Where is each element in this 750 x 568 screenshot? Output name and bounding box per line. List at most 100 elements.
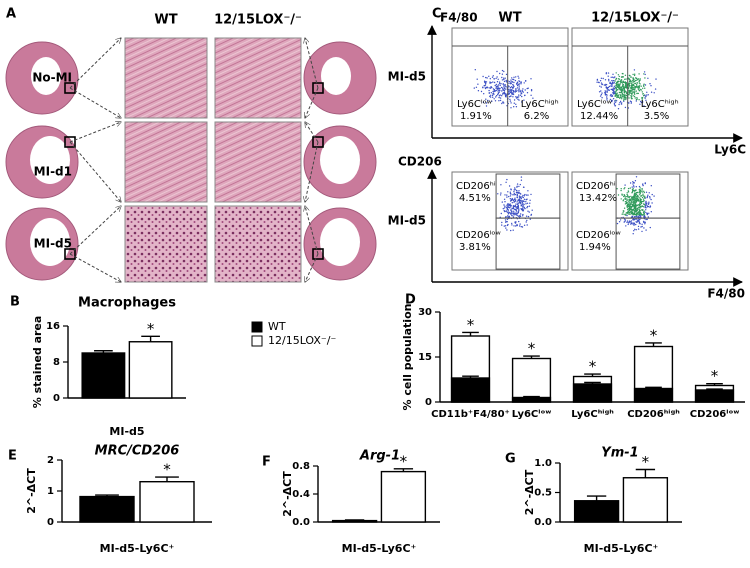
event-dot	[618, 221, 621, 223]
event-dot	[495, 96, 497, 98]
event-dot	[518, 220, 520, 223]
event-dot	[617, 80, 620, 83]
bar	[79, 495, 135, 523]
event-dot	[513, 76, 515, 79]
event-dot	[510, 209, 512, 212]
event-dot	[645, 191, 648, 193]
event-dot	[490, 94, 492, 97]
event-dot	[644, 216, 646, 218]
event-dot	[640, 89, 643, 91]
event-dot	[614, 101, 617, 103]
event-dot	[649, 83, 651, 85]
event-dot	[629, 91, 632, 93]
event-dot	[493, 78, 495, 80]
event-dot	[639, 103, 641, 106]
event-dot	[633, 224, 635, 226]
event-dot	[631, 222, 633, 224]
event-dot	[622, 80, 625, 83]
event-dot	[509, 80, 511, 83]
event-dot	[510, 102, 512, 104]
event-dot	[647, 94, 649, 96]
event-dot	[627, 194, 629, 197]
column-label: WT	[154, 13, 177, 28]
event-dot	[518, 208, 520, 211]
event-dot	[519, 195, 521, 197]
event-dot	[639, 207, 641, 209]
event-dot	[629, 182, 632, 184]
event-dot	[513, 225, 515, 227]
event-dot	[613, 85, 616, 88]
event-dot	[507, 216, 509, 218]
zoom-line	[69, 38, 121, 89]
event-dot	[529, 218, 531, 220]
event-dot	[635, 189, 637, 191]
event-dot	[503, 85, 505, 87]
gate-label: Ly6Cʰⁱᵍʰ	[521, 99, 559, 110]
event-dot	[635, 100, 637, 102]
event-dot	[635, 207, 637, 209]
event-dot	[498, 83, 501, 85]
event-dot	[611, 79, 613, 82]
event-dot	[618, 88, 621, 90]
event-dot	[473, 87, 475, 89]
event-dot	[489, 82, 491, 84]
event-dot	[643, 83, 645, 85]
event-dot	[626, 202, 629, 204]
event-dot	[493, 81, 496, 84]
event-dot	[484, 87, 487, 90]
event-dot	[619, 83, 621, 85]
event-dot	[634, 90, 636, 92]
event-dot	[627, 199, 629, 201]
event-dot	[639, 203, 642, 206]
event-dot	[649, 196, 651, 198]
event-dot	[637, 87, 639, 89]
event-dot	[621, 82, 623, 84]
event-dot	[523, 224, 526, 226]
event-dot	[643, 73, 645, 75]
event-dot	[639, 198, 642, 200]
event-dot	[649, 205, 652, 207]
event-dot	[632, 208, 635, 211]
event-dot	[632, 201, 635, 203]
y-axis-label: 2^-ΔCT	[281, 471, 294, 517]
event-dot	[635, 210, 637, 213]
axis-label: Ly6C	[714, 143, 746, 157]
x-axis-label: MI-d5-Ly6C⁺	[342, 542, 417, 555]
event-dot	[513, 106, 515, 108]
event-dot	[612, 76, 614, 78]
event-dot	[653, 195, 655, 197]
event-dot	[623, 100, 625, 103]
event-dot	[523, 99, 525, 101]
event-dot	[608, 85, 611, 88]
event-dot	[643, 212, 645, 214]
event-dot	[626, 92, 628, 94]
zoom-line	[305, 141, 319, 202]
event-dot	[621, 98, 623, 100]
event-dot	[633, 202, 635, 205]
event-dot	[617, 194, 620, 196]
event-dot	[514, 91, 516, 93]
event-dot	[514, 212, 517, 214]
event-dot	[526, 207, 528, 209]
event-dot	[614, 88, 616, 90]
event-dot	[641, 188, 643, 190]
event-dot	[642, 84, 645, 87]
event-dot	[641, 96, 643, 99]
event-dot	[526, 219, 528, 222]
heart-lumen	[320, 136, 360, 184]
event-dot	[655, 78, 657, 80]
event-dot	[629, 187, 631, 189]
event-dot	[509, 192, 512, 195]
event-dot	[508, 215, 511, 218]
event-dot	[510, 199, 513, 201]
gate-percent: 13.42%	[579, 193, 617, 204]
event-dot	[517, 199, 519, 201]
event-dot	[526, 224, 528, 226]
event-dot	[521, 226, 524, 228]
event-dot	[514, 221, 516, 223]
event-dot	[511, 222, 513, 225]
event-dot	[637, 78, 639, 81]
event-dot	[525, 221, 527, 223]
event-dot	[626, 221, 628, 224]
